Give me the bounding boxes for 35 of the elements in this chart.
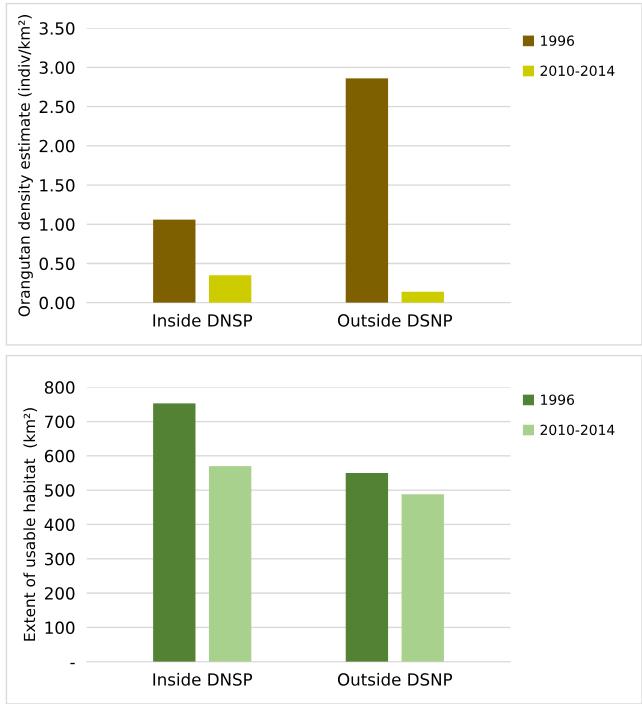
bar <box>153 220 196 303</box>
bar <box>346 473 388 662</box>
bar <box>402 494 444 662</box>
y-tick-label: 2.00 <box>40 140 74 152</box>
y-tick-label: 400 <box>44 518 74 532</box>
y-tick-label: 3.50 <box>40 22 74 35</box>
bar <box>402 292 444 303</box>
y-axis-title: Extent of usable habitat (km²) <box>23 408 38 641</box>
bar <box>208 275 252 303</box>
legend-label: 2010-2014 <box>540 66 614 76</box>
y-tick-label: 100 <box>46 621 74 634</box>
legend-label: 1996 <box>541 35 574 46</box>
bar <box>153 403 196 662</box>
x-tick-label: Outside DSNP <box>338 672 452 686</box>
x-tick-label: Inside DNSP <box>153 314 252 327</box>
y-tick-label: - <box>70 662 75 664</box>
y-tick-label: 0.50 <box>40 257 74 270</box>
y-tick-label: 500 <box>45 484 74 497</box>
y-tick-label: 1.50 <box>40 179 74 192</box>
y-axis-title: Orangutan density estimate (indiv/km²) <box>18 15 33 316</box>
y-tick-label: 200 <box>44 587 74 600</box>
y-tick-label: 800 <box>44 381 74 394</box>
y-tick-label: 3.00 <box>40 61 74 74</box>
x-tick-label: Inside DNSP <box>153 672 252 686</box>
legend-label: 2010-2014 <box>540 424 614 436</box>
legend-label: 1996 <box>541 394 574 405</box>
y-tick-label: 2.50 <box>40 100 74 114</box>
y-tick-label: 0.00 <box>40 296 74 310</box>
y-tick-label: 1.00 <box>40 218 74 231</box>
y-tick-label: 600 <box>44 450 74 462</box>
bar <box>346 78 388 303</box>
bar <box>208 466 252 662</box>
y-tick-label: 700 <box>45 415 74 428</box>
x-tick-label: Outside DSNP <box>338 314 452 327</box>
y-tick-label: 300 <box>45 552 74 566</box>
